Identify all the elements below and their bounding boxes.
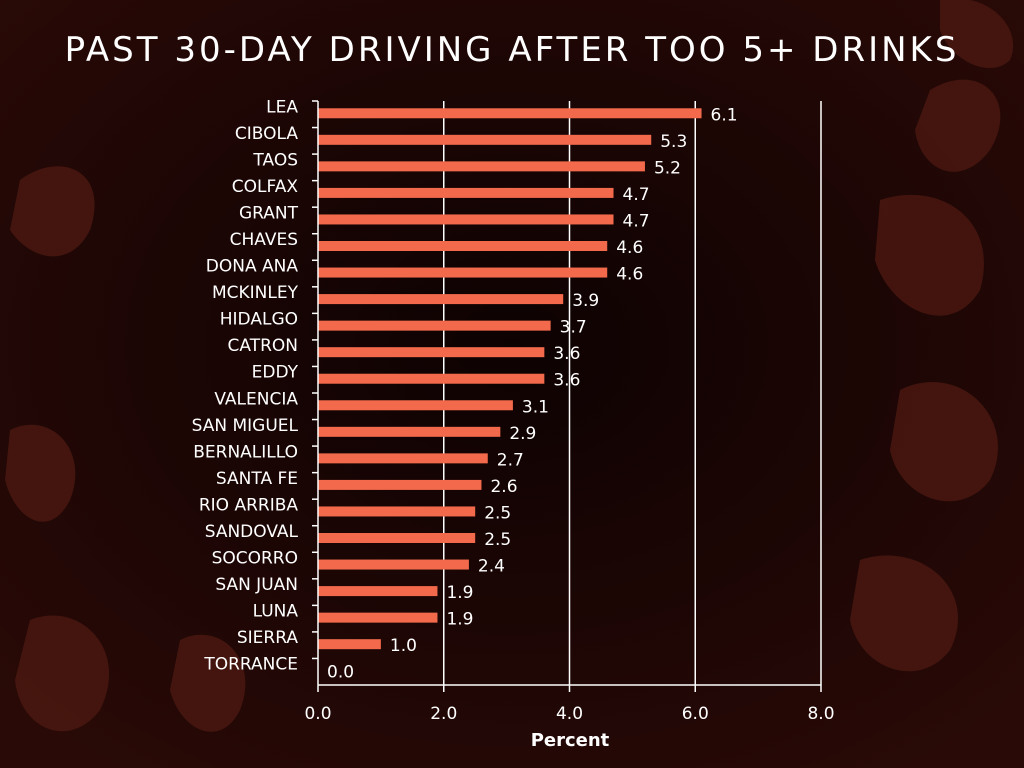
category-label: CATRON: [228, 336, 298, 356]
category-label: EDDY: [252, 363, 299, 383]
bar: [318, 559, 469, 570]
value-label: 2.5: [484, 503, 511, 523]
bar: [318, 453, 488, 464]
category-label: HIDALGO: [220, 310, 298, 330]
bar: [318, 373, 545, 384]
bar: [318, 533, 476, 543]
category-label: COLFAX: [232, 177, 299, 197]
category-label: DONA ANA: [206, 257, 299, 277]
bar: [318, 426, 501, 437]
value-label: 5.2: [654, 158, 681, 178]
x-tick-label: 4.0: [556, 704, 583, 724]
leaf-icon: [890, 382, 998, 502]
bar: [318, 612, 438, 623]
value-label: 4.6: [616, 238, 643, 258]
value-label: 6.1: [711, 105, 738, 125]
page-title: PAST 30-DAY DRIVING AFTER TOO 5+ DRINKS: [64, 30, 960, 70]
category-label: SANTA FE: [216, 469, 298, 489]
bar: [318, 586, 438, 597]
leaf-icon: [15, 615, 110, 732]
bar: [318, 161, 645, 172]
value-label: 2.7: [497, 450, 524, 470]
bar: [318, 214, 614, 225]
category-label: SIERRA: [237, 628, 298, 648]
category-labels: LEA CIBOLA TAOS COLFAX GRANT CHAVES DONA ANA MC…: [192, 97, 299, 674]
x-axis-label: Percent: [531, 730, 610, 751]
x-tick-label: 8.0: [807, 704, 834, 724]
x-tick-label: 2.0: [430, 704, 457, 724]
bar: [318, 639, 381, 650]
category-label: SOCORRO: [212, 549, 298, 569]
category-label: CIBOLA: [235, 124, 298, 144]
bar: [318, 187, 614, 198]
gridlines: [443, 101, 822, 685]
bar: [318, 320, 551, 331]
value-label: 4.7: [623, 185, 650, 205]
value-label: 2.5: [484, 530, 511, 550]
x-tick-label: 0.0: [304, 704, 331, 724]
bar: [318, 134, 652, 145]
category-label: TORRANCE: [203, 655, 298, 675]
value-label: 2.4: [478, 557, 505, 577]
value-label: 5.3: [660, 132, 687, 152]
value-label: 4.6: [616, 265, 643, 285]
value-label: 4.7: [623, 211, 650, 231]
bar: [318, 241, 608, 251]
bar: [318, 347, 545, 358]
value-label: 3.6: [553, 371, 580, 391]
value-label: 3.7: [560, 318, 587, 338]
value-labels: 6.15.35.24.74.74.64.63.93.73.63.63.12.92…: [327, 105, 738, 682]
category-label: BERNALILLO: [193, 442, 298, 462]
category-label: MCKINLEY: [212, 283, 299, 303]
category-label: VALENCIA: [214, 389, 298, 409]
value-label: 2.9: [509, 424, 536, 444]
leaf-icon: [850, 555, 958, 672]
x-tick-labels: 0.0 2.0 4.0 6.0 8.0: [304, 704, 834, 724]
value-label: 1.0: [390, 636, 417, 656]
category-label: SAN MIGUEL: [192, 416, 299, 436]
bar: [318, 479, 482, 490]
bar: [318, 400, 513, 411]
category-label: SAN JUAN: [215, 575, 298, 595]
x-tick-label: 6.0: [682, 704, 709, 724]
value-label: 1.9: [446, 583, 473, 603]
value-label: 3.1: [522, 397, 549, 417]
value-label: 0.0: [327, 663, 354, 683]
bars: [318, 108, 702, 650]
bar: [318, 267, 608, 278]
leaf-icon: [5, 424, 76, 522]
leaf-icon: [10, 166, 95, 257]
category-label: TAOS: [252, 150, 298, 170]
category-label: GRANT: [239, 203, 299, 223]
value-label: 3.9: [572, 291, 599, 311]
axes: [312, 100, 822, 692]
category-label: LEA: [266, 97, 298, 117]
value-label: 2.6: [490, 477, 517, 497]
leaf-icon: [875, 194, 984, 316]
category-label: CHAVES: [230, 230, 298, 250]
leaf-icon: [170, 634, 246, 732]
category-label: LUNA: [253, 602, 299, 622]
leaf-icon: [940, 0, 1014, 69]
value-label: 3.6: [553, 344, 580, 364]
category-label: RIO ARRIBA: [199, 495, 299, 515]
leaf-icon: [915, 79, 1001, 172]
category-label: SANDOVAL: [205, 522, 299, 542]
bar: [318, 108, 702, 119]
bar: [318, 506, 476, 517]
value-label: 1.9: [446, 610, 473, 630]
bar: [318, 294, 564, 305]
